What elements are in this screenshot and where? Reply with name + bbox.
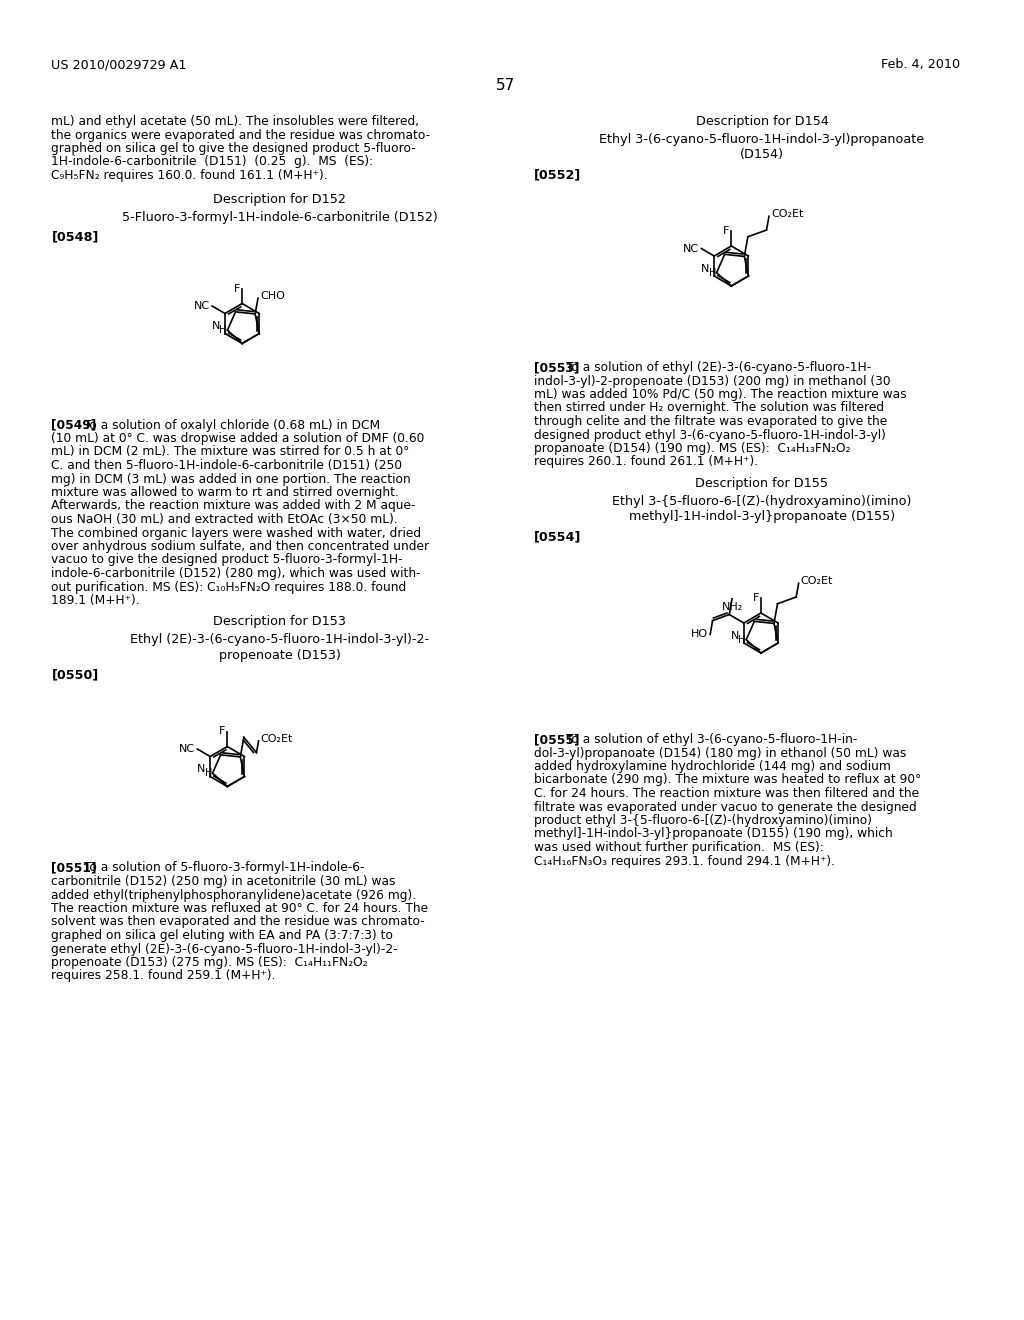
Text: CO₂Et: CO₂Et bbox=[260, 734, 293, 744]
Text: Description for D155: Description for D155 bbox=[695, 477, 828, 490]
Text: generate ethyl (2E)-3-(6-cyano-5-fluoro-1H-indol-3-yl)-2-: generate ethyl (2E)-3-(6-cyano-5-fluoro-… bbox=[51, 942, 398, 956]
Text: methyl]-1H-indol-3-yl}propanoate (D155) (190 mg), which: methyl]-1H-indol-3-yl}propanoate (D155) … bbox=[534, 828, 892, 841]
Text: Ethyl (2E)-3-(6-cyano-5-fluoro-1H-indol-3-yl)-2-: Ethyl (2E)-3-(6-cyano-5-fluoro-1H-indol-… bbox=[130, 634, 429, 647]
Text: 57: 57 bbox=[497, 78, 516, 92]
Text: 1H-indole-6-carbonitrile  (D151)  (0.25  g).  MS  (ES):: 1H-indole-6-carbonitrile (D151) (0.25 g)… bbox=[51, 156, 374, 169]
Text: F: F bbox=[723, 226, 729, 236]
Text: F: F bbox=[219, 726, 225, 737]
Text: [0550]: [0550] bbox=[51, 668, 98, 681]
Text: C₁₄H₁₆FN₃O₃ requires 293.1. found 294.1 (M+H⁺).: C₁₄H₁₆FN₃O₃ requires 293.1. found 294.1 … bbox=[534, 854, 835, 867]
Text: carbonitrile (D152) (250 mg) in acetonitrile (30 mL) was: carbonitrile (D152) (250 mg) in acetonit… bbox=[51, 875, 396, 888]
Text: filtrate was evaporated under vacuo to generate the designed: filtrate was evaporated under vacuo to g… bbox=[534, 800, 916, 813]
Text: out purification. MS (ES): C₁₀H₅FN₂O requires 188.0. found: out purification. MS (ES): C₁₀H₅FN₂O req… bbox=[51, 581, 407, 594]
Text: requires 258.1. found 259.1 (M+H⁺).: requires 258.1. found 259.1 (M+H⁺). bbox=[51, 969, 275, 982]
Text: 5-Fluoro-3-formyl-1H-indole-6-carbonitrile (D152): 5-Fluoro-3-formyl-1H-indole-6-carbonitri… bbox=[122, 210, 437, 223]
Text: Description for D153: Description for D153 bbox=[213, 615, 346, 628]
Text: [0548]: [0548] bbox=[51, 231, 98, 243]
Text: N: N bbox=[198, 764, 206, 774]
Text: ous NaOH (30 mL) and extracted with EtOAc (3×50 mL).: ous NaOH (30 mL) and extracted with EtOA… bbox=[51, 513, 398, 525]
Text: graphed on silica gel eluting with EA and PA (3:7:7:3) to: graphed on silica gel eluting with EA an… bbox=[51, 929, 393, 942]
Text: C₉H₅FN₂ requires 160.0. found 161.1 (M+H⁺).: C₉H₅FN₂ requires 160.0. found 161.1 (M+H… bbox=[51, 169, 328, 182]
Text: F: F bbox=[233, 284, 241, 293]
Text: C. and then 5-fluoro-1H-indole-6-carbonitrile (D151) (250: C. and then 5-fluoro-1H-indole-6-carboni… bbox=[51, 459, 402, 473]
Text: [0555]: [0555] bbox=[534, 733, 580, 746]
Text: CO₂Et: CO₂Et bbox=[801, 577, 833, 586]
Text: product ethyl 3-{5-fluoro-6-[(Z)-(hydroxyamino)(imino): product ethyl 3-{5-fluoro-6-[(Z)-(hydrox… bbox=[534, 814, 871, 828]
Text: N: N bbox=[701, 264, 710, 273]
Text: requires 260.1. found 261.1 (M+H⁺).: requires 260.1. found 261.1 (M+H⁺). bbox=[534, 455, 758, 469]
Text: added hydroxylamine hydrochloride (144 mg) and sodium: added hydroxylamine hydrochloride (144 m… bbox=[534, 760, 891, 774]
Text: To a solution of oxalyl chloride (0.68 mL) in DCM: To a solution of oxalyl chloride (0.68 m… bbox=[84, 418, 380, 432]
Text: the organics were evaporated and the residue was chromato-: the organics were evaporated and the res… bbox=[51, 128, 430, 141]
Text: mixture was allowed to warm to rt and stirred overnight.: mixture was allowed to warm to rt and st… bbox=[51, 486, 399, 499]
Text: then stirred under H₂ overnight. The solution was filtered: then stirred under H₂ overnight. The sol… bbox=[534, 401, 884, 414]
Text: H: H bbox=[205, 768, 212, 777]
Text: mg) in DCM (3 mL) was added in one portion. The reaction: mg) in DCM (3 mL) was added in one porti… bbox=[51, 473, 412, 486]
Text: vacuo to give the designed product 5-fluoro-3-formyl-1H-: vacuo to give the designed product 5-flu… bbox=[51, 553, 403, 566]
Text: indole-6-carbonitrile (D152) (280 mg), which was used with-: indole-6-carbonitrile (D152) (280 mg), w… bbox=[51, 568, 421, 579]
Text: To a solution of 5-fluoro-3-formyl-1H-indole-6-: To a solution of 5-fluoro-3-formyl-1H-in… bbox=[84, 862, 365, 874]
Text: H: H bbox=[709, 268, 716, 277]
Text: NC: NC bbox=[195, 301, 210, 312]
Text: [0552]: [0552] bbox=[534, 168, 581, 181]
Text: [0553]: [0553] bbox=[534, 360, 579, 374]
Text: CO₂Et: CO₂Et bbox=[771, 210, 804, 219]
Text: C. for 24 hours. The reaction mixture was then filtered and the: C. for 24 hours. The reaction mixture wa… bbox=[534, 787, 919, 800]
Text: was used without further purification.  MS (ES):: was used without further purification. M… bbox=[534, 841, 823, 854]
Text: mL) and ethyl acetate (50 mL). The insolubles were filtered,: mL) and ethyl acetate (50 mL). The insol… bbox=[51, 115, 420, 128]
Text: To a solution of ethyl (2E)-3-(6-cyano-5-fluoro-1H-: To a solution of ethyl (2E)-3-(6-cyano-5… bbox=[566, 360, 871, 374]
Text: solvent was then evaporated and the residue was chromato-: solvent was then evaporated and the resi… bbox=[51, 916, 425, 928]
Text: H: H bbox=[738, 635, 745, 644]
Text: propenoate (D153) (275 mg). MS (ES):  C₁₄H₁₁FN₂O₂: propenoate (D153) (275 mg). MS (ES): C₁₄… bbox=[51, 956, 368, 969]
Text: mL) was added 10% Pd/C (50 mg). The reaction mixture was: mL) was added 10% Pd/C (50 mg). The reac… bbox=[534, 388, 906, 401]
Text: graphed on silica gel to give the designed product 5-fluoro-: graphed on silica gel to give the design… bbox=[51, 143, 416, 154]
Text: H: H bbox=[219, 325, 227, 335]
Text: (10 mL) at 0° C. was dropwise added a solution of DMF (0.60: (10 mL) at 0° C. was dropwise added a so… bbox=[51, 432, 425, 445]
Text: Feb. 4, 2010: Feb. 4, 2010 bbox=[882, 58, 961, 71]
Text: F: F bbox=[753, 593, 759, 603]
Text: Description for D154: Description for D154 bbox=[695, 115, 828, 128]
Text: N: N bbox=[212, 321, 220, 331]
Text: 189.1 (M+H⁺).: 189.1 (M+H⁺). bbox=[51, 594, 140, 607]
Text: propanoate (D154) (190 mg). MS (ES):  C₁₄H₁₃FN₂O₂: propanoate (D154) (190 mg). MS (ES): C₁₄… bbox=[534, 442, 850, 455]
Text: propenoate (D153): propenoate (D153) bbox=[219, 648, 341, 661]
Text: over anhydrous sodium sulfate, and then concentrated under: over anhydrous sodium sulfate, and then … bbox=[51, 540, 429, 553]
Text: CHO: CHO bbox=[260, 292, 285, 301]
Text: Ethyl 3-{5-fluoro-6-[(Z)-(hydroxyamino)(imino): Ethyl 3-{5-fluoro-6-[(Z)-(hydroxyamino)(… bbox=[612, 495, 911, 508]
Text: The reaction mixture was refluxed at 90° C. for 24 hours. The: The reaction mixture was refluxed at 90°… bbox=[51, 902, 428, 915]
Text: indol-3-yl)-2-propenoate (D153) (200 mg) in methanol (30: indol-3-yl)-2-propenoate (D153) (200 mg)… bbox=[534, 375, 890, 388]
Text: methyl]-1H-indol-3-yl}propanoate (D155): methyl]-1H-indol-3-yl}propanoate (D155) bbox=[629, 510, 895, 523]
Text: added ethyl(triphenylphosphoranylidene)acetate (926 mg).: added ethyl(triphenylphosphoranylidene)a… bbox=[51, 888, 417, 902]
Text: The combined organic layers were washed with water, dried: The combined organic layers were washed … bbox=[51, 527, 422, 540]
Text: N: N bbox=[731, 631, 739, 640]
Text: NC: NC bbox=[179, 744, 196, 754]
Text: US 2010/0029729 A1: US 2010/0029729 A1 bbox=[51, 58, 187, 71]
Text: [0549]: [0549] bbox=[51, 418, 96, 432]
Text: bicarbonate (290 mg). The mixture was heated to reflux at 90°: bicarbonate (290 mg). The mixture was he… bbox=[534, 774, 921, 787]
Text: [0554]: [0554] bbox=[534, 531, 581, 543]
Text: designed product ethyl 3-(6-cyano-5-fluoro-1H-indol-3-yl): designed product ethyl 3-(6-cyano-5-fluo… bbox=[534, 429, 886, 441]
Text: To a solution of ethyl 3-(6-cyano-5-fluoro-1H-in-: To a solution of ethyl 3-(6-cyano-5-fluo… bbox=[566, 733, 858, 746]
Text: Description for D152: Description for D152 bbox=[213, 193, 346, 206]
Text: (D154): (D154) bbox=[740, 148, 784, 161]
Text: [0551]: [0551] bbox=[51, 862, 97, 874]
Text: HO: HO bbox=[691, 630, 709, 639]
Text: NC: NC bbox=[683, 243, 699, 253]
Text: dol-3-yl)propanoate (D154) (180 mg) in ethanol (50 mL) was: dol-3-yl)propanoate (D154) (180 mg) in e… bbox=[534, 747, 906, 759]
Text: mL) in DCM (2 mL). The mixture was stirred for 0.5 h at 0°: mL) in DCM (2 mL). The mixture was stirr… bbox=[51, 446, 410, 458]
Text: NH₂: NH₂ bbox=[722, 602, 742, 611]
Text: Ethyl 3-(6-cyano-5-fluoro-1H-indol-3-yl)propanoate: Ethyl 3-(6-cyano-5-fluoro-1H-indol-3-yl)… bbox=[599, 133, 925, 147]
Text: through celite and the filtrate was evaporated to give the: through celite and the filtrate was evap… bbox=[534, 414, 887, 428]
Text: Afterwards, the reaction mixture was added with 2 M aque-: Afterwards, the reaction mixture was add… bbox=[51, 499, 416, 512]
